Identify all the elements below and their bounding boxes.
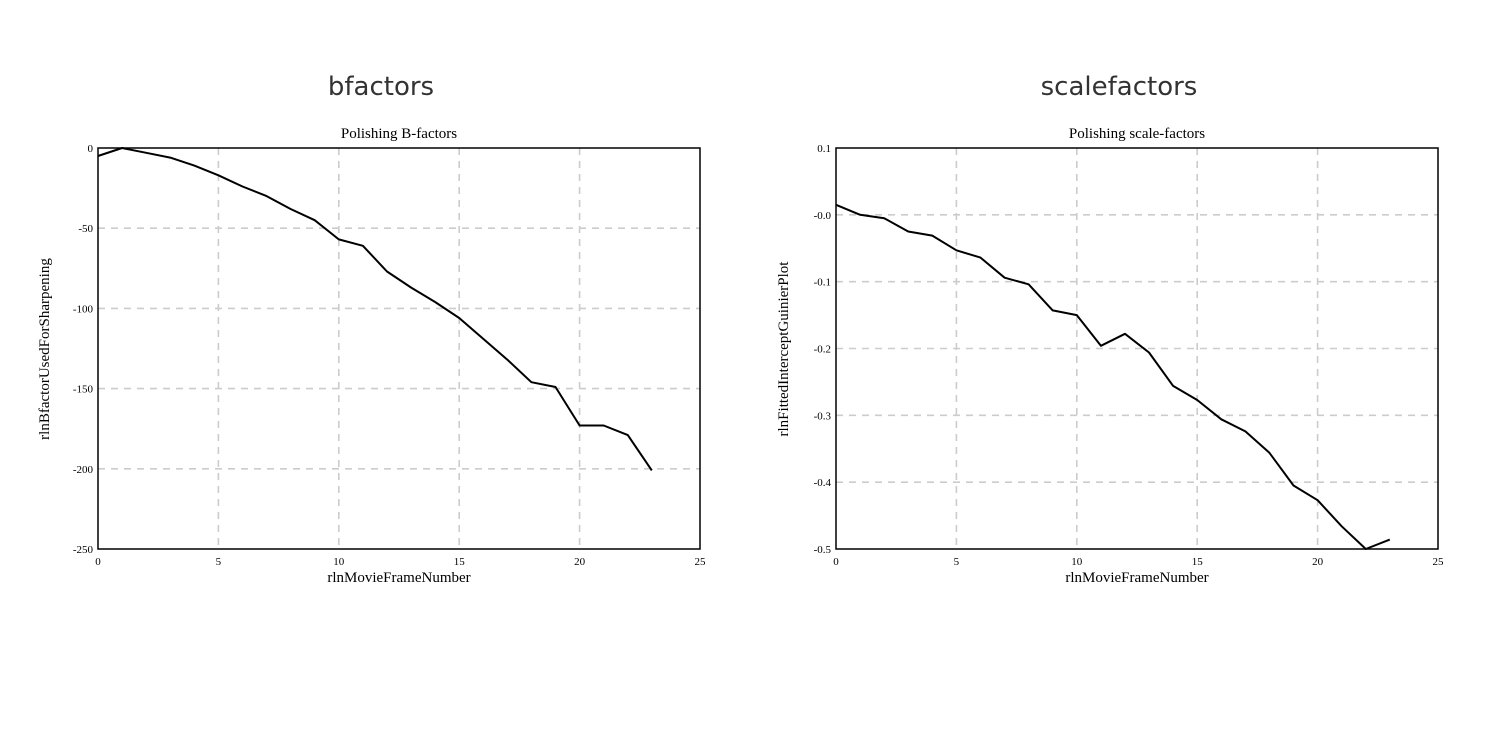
- y-tick-label: -250: [73, 544, 94, 556]
- y-tick-label: -0.4: [814, 477, 832, 489]
- y-axis-label: rlnBfactorUsedForSharpening: [37, 258, 53, 440]
- y-tick-label: -0.2: [814, 344, 831, 356]
- x-tick-label: 25: [695, 556, 707, 568]
- x-axis-label: rlnMovieFrameNumber: [327, 570, 470, 586]
- plot-frame: [835, 147, 1439, 550]
- y-tick-label: -0.0: [814, 210, 832, 222]
- y-tick-label: 0: [88, 143, 94, 155]
- chart-scalefactors: Polishing scale-factors rlnMovieFrameNum…: [776, 126, 1444, 586]
- x-tick-label: 25: [1433, 556, 1445, 568]
- y-tick-label: -100: [73, 303, 94, 315]
- panel-title-bfactors: bfactors: [327, 72, 435, 102]
- y-tick-label: -0.3: [814, 410, 832, 422]
- x-tick-label: 20: [574, 556, 586, 568]
- y-tick-label: 0.1: [817, 143, 831, 155]
- y-axis-label: rlnFittedInterceptGuinierPlot: [776, 261, 792, 437]
- chart-title: Polishing B-factors: [341, 126, 457, 142]
- chart-bfactors: Polishing B-factors rlnMovieFrameNumber …: [37, 126, 706, 586]
- y-tick-label: -50: [78, 223, 93, 235]
- series-line: [835, 203, 1391, 550]
- y-tick-label: -200: [73, 464, 94, 476]
- y-tick-label: -0.1: [814, 277, 831, 289]
- x-tick-label: 5: [954, 556, 960, 568]
- plot-frame: [97, 147, 701, 550]
- x-tick-label: 5: [216, 556, 222, 568]
- series-line: [97, 147, 653, 471]
- chart-title: Polishing scale-factors: [1069, 126, 1205, 142]
- x-tick-label: 0: [833, 556, 839, 568]
- x-tick-label: 10: [333, 556, 345, 568]
- x-tick-label: 0: [95, 556, 101, 568]
- x-tick-label: 20: [1312, 556, 1324, 568]
- x-tick-label: 10: [1071, 556, 1083, 568]
- x-tick-label: 15: [454, 556, 466, 568]
- y-tick-label: -150: [73, 384, 94, 396]
- y-tick-label: -0.5: [814, 544, 832, 556]
- panel-title-scalefactors: scalefactors: [1040, 72, 1198, 102]
- x-tick-label: 15: [1192, 556, 1204, 568]
- x-axis-label: rlnMovieFrameNumber: [1065, 570, 1208, 586]
